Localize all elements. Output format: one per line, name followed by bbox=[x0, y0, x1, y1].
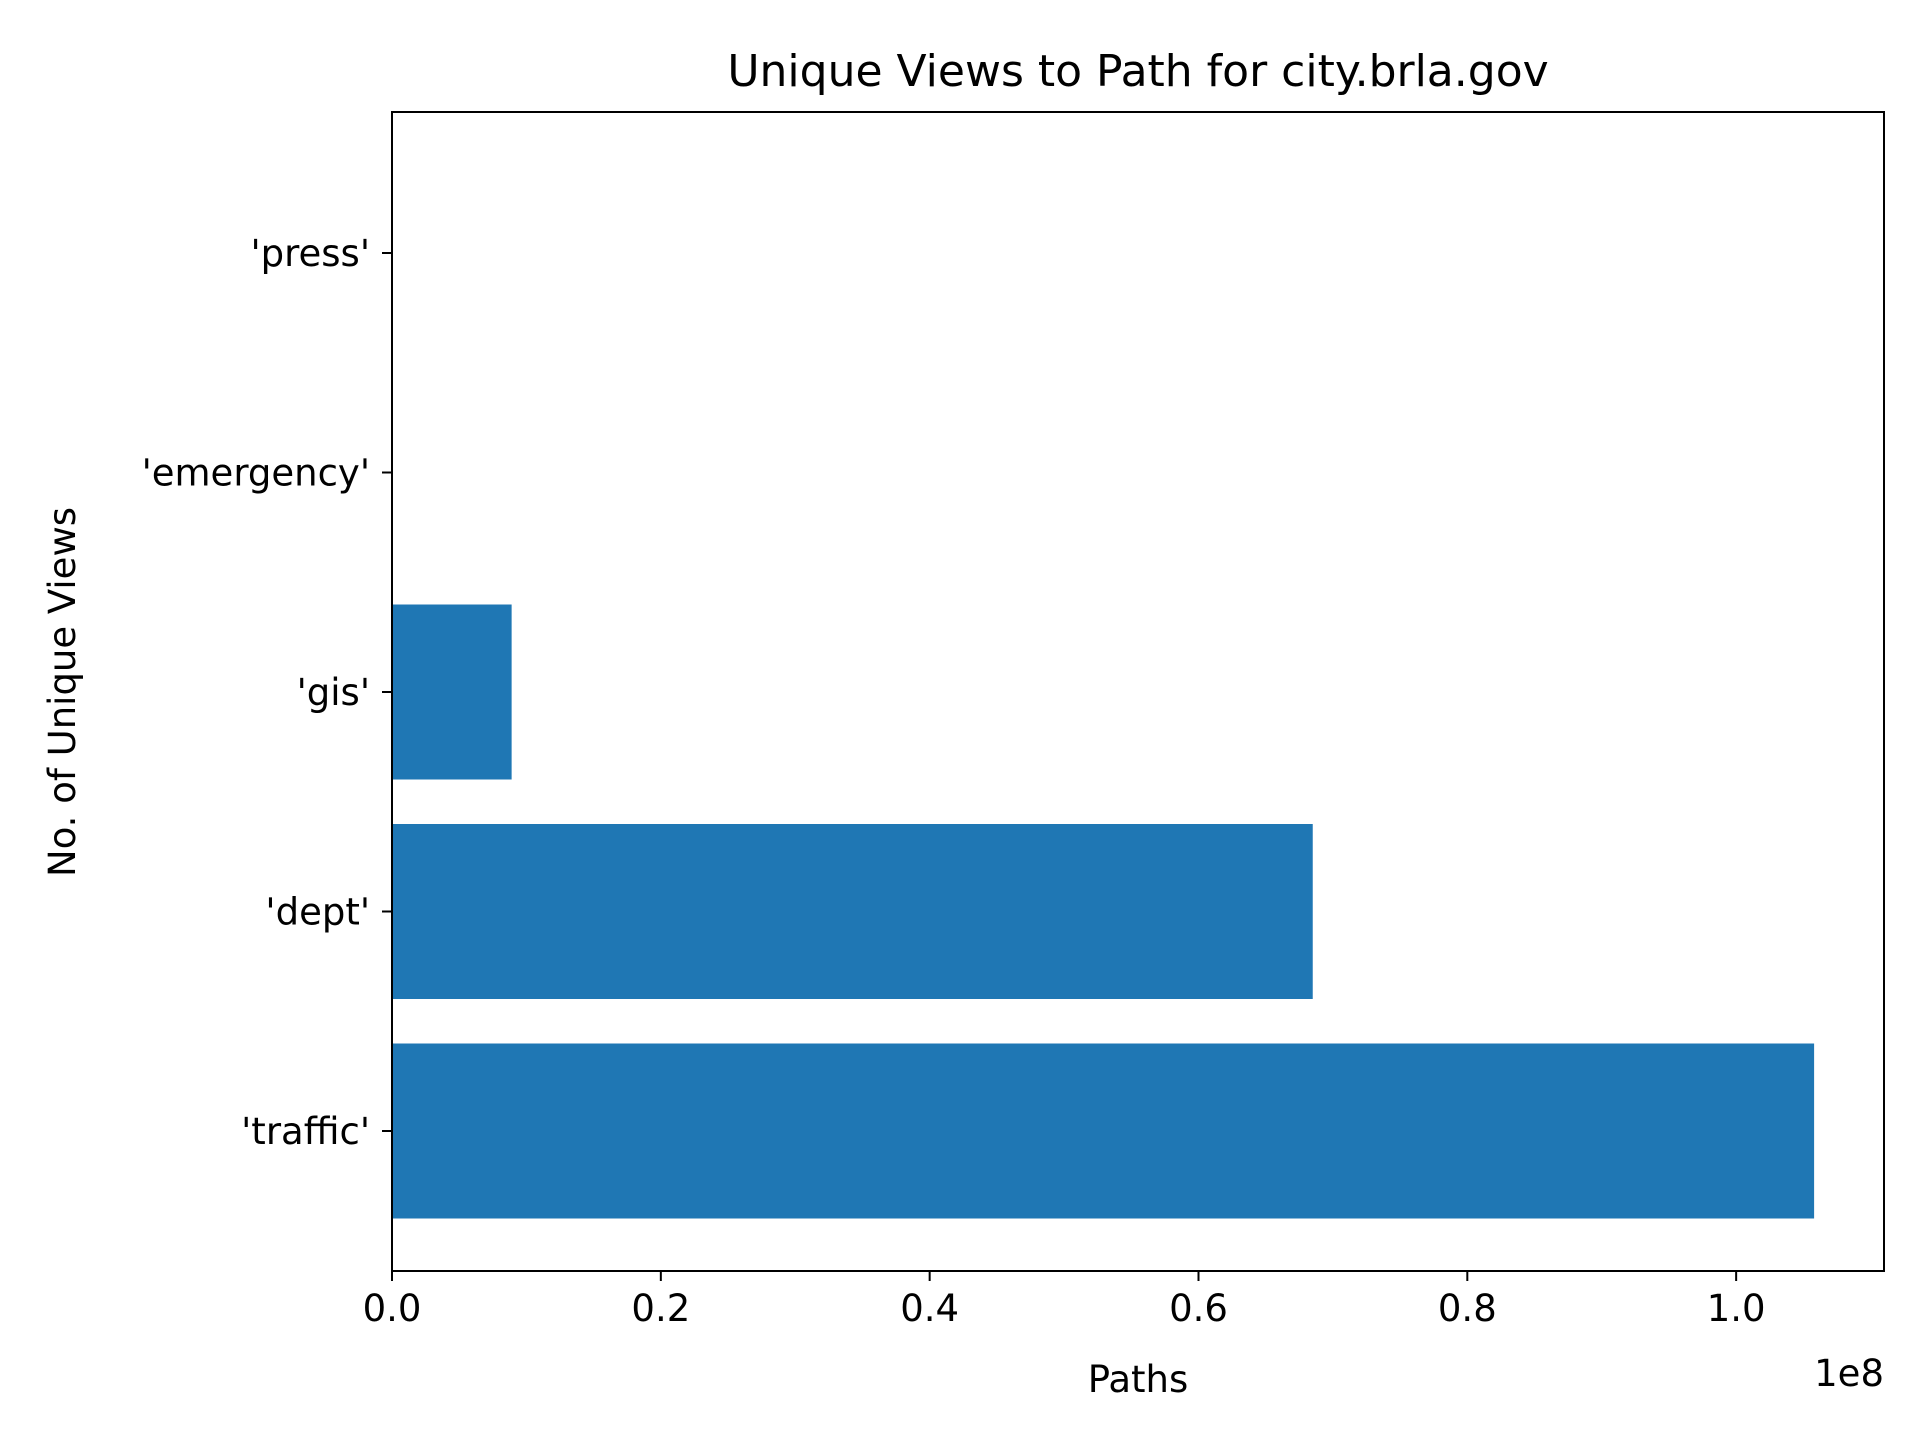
y-tick-label: 'gis' bbox=[297, 671, 370, 714]
chart-title: Unique Views to Path for city.brla.gov bbox=[727, 46, 1548, 97]
x-tick-label: 0.0 bbox=[363, 1287, 422, 1330]
x-tick-label: 0.8 bbox=[1438, 1287, 1497, 1330]
bars-layer bbox=[392, 604, 1815, 1219]
x-tick-label: 0.2 bbox=[631, 1287, 690, 1330]
y-tick-label: 'emergency' bbox=[142, 452, 370, 495]
x-tick-label: 1.0 bbox=[1707, 1287, 1766, 1330]
bar-1 bbox=[392, 824, 1313, 999]
x-tick-label: 0.6 bbox=[1169, 1287, 1228, 1330]
y-axis: 'traffic' 'dept' 'gis' 'emergency' 'press' bbox=[142, 232, 392, 1153]
y-axis-label: No. of Unique Views bbox=[41, 507, 84, 877]
y-tick-label: 'traffic' bbox=[241, 1110, 370, 1153]
x-axis-label: Paths bbox=[1088, 1358, 1189, 1401]
x-tick-label: 0.4 bbox=[900, 1287, 959, 1330]
y-tick-label: 'press' bbox=[250, 232, 370, 275]
x-axis: 0.0 0.2 0.4 0.6 0.8 1.0 bbox=[363, 1271, 1766, 1330]
y-tick-label: 'dept' bbox=[265, 891, 370, 934]
x-axis-offset-label: 1e8 bbox=[1814, 1352, 1884, 1395]
bar-2 bbox=[392, 604, 512, 780]
bar-0 bbox=[392, 1043, 1815, 1219]
